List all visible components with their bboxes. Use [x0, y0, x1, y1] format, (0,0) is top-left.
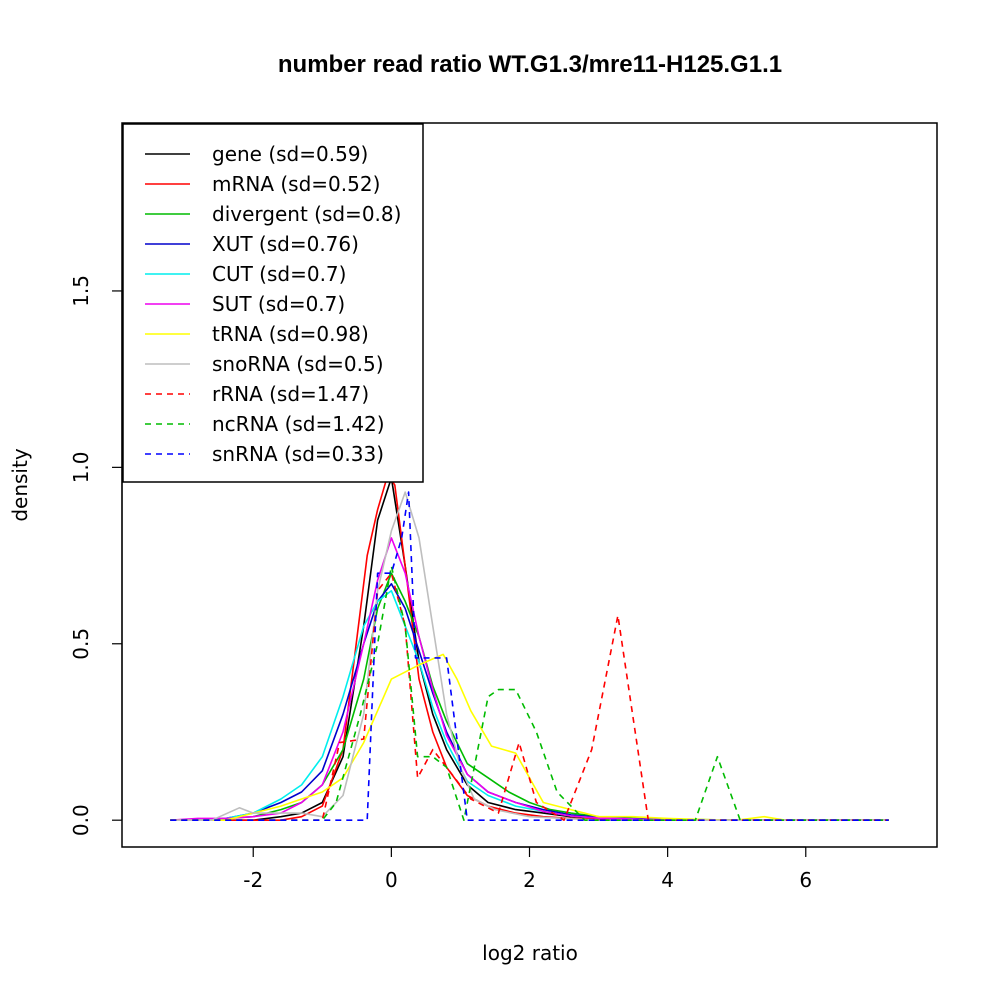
series-line-4 — [170, 589, 889, 822]
legend-label-6: tRNA (sd=0.98) — [212, 322, 369, 346]
series-line-7 — [170, 491, 889, 822]
x-tick-label: 6 — [799, 868, 812, 892]
legend-label-1: mRNA (sd=0.52) — [212, 172, 380, 196]
legend-label-9: ncRNA (sd=1.42) — [212, 412, 385, 436]
x-tick-label: 2 — [523, 868, 536, 892]
legend-label-0: gene (sd=0.59) — [212, 142, 368, 166]
series-line-6 — [170, 653, 889, 822]
x-tick-label: 4 — [661, 868, 674, 892]
series-line-1 — [170, 473, 889, 822]
y-tick-label: 0.0 — [69, 804, 93, 836]
series-line-2 — [170, 572, 889, 822]
series-line-8 — [170, 572, 889, 822]
series-line-9 — [170, 565, 889, 822]
x-tick-label: -2 — [243, 868, 263, 892]
x-axis: -2 0 2 4 6 — [243, 846, 812, 892]
legend-label-2: divergent (sd=0.8) — [212, 202, 401, 226]
y-tick-label: 1.0 — [69, 451, 93, 483]
legend-items: gene (sd=0.59) mRNA (sd=0.52) divergent (s… — [145, 142, 401, 466]
y-axis: 0.0 0.5 1.0 1.5 — [69, 275, 123, 836]
legend-label-3: XUT (sd=0.76) — [212, 232, 359, 256]
x-tick-label: 0 — [385, 868, 398, 892]
curves-layer — [170, 473, 889, 822]
series-line-10 — [170, 491, 889, 822]
legend-label-4: CUT (sd=0.7) — [212, 262, 346, 286]
legend-label-7: snoRNA (sd=0.5) — [212, 352, 384, 376]
chart-title: number read ratio WT.G1.3/mre11-H125.G1.… — [278, 51, 782, 78]
legend-label-8: rRNA (sd=1.47) — [212, 382, 369, 406]
x-axis-label: log2 ratio — [482, 941, 578, 965]
legend-label-5: SUT (sd=0.7) — [212, 292, 345, 316]
series-line-3 — [170, 582, 889, 822]
series-line-0 — [170, 477, 889, 822]
y-tick-label: 1.5 — [69, 275, 93, 307]
y-tick-label: 0.5 — [69, 628, 93, 660]
legend: gene (sd=0.59) mRNA (sd=0.52) divergent (s… — [122, 123, 424, 483]
legend-label-10: snRNA (sd=0.33) — [212, 442, 384, 466]
y-axis-label: density — [8, 448, 32, 521]
series-line-5 — [170, 537, 889, 822]
